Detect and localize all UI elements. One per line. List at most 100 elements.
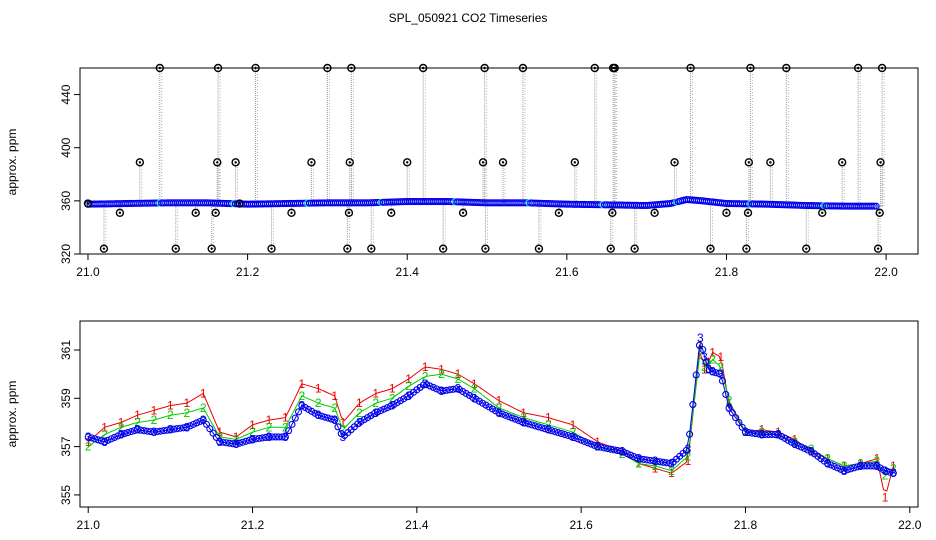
panel1-outlier-point: [876, 158, 885, 167]
panel1-outlier-point-core: [238, 202, 241, 205]
panel2-point: [640, 455, 648, 463]
panel1-outlier-point-core: [747, 161, 751, 164]
panel1-x-tick-label: 21.6: [555, 265, 579, 279]
panel2-point: [219, 438, 227, 446]
panel2-series-marker: 3: [315, 408, 322, 422]
panel1-outlier-point: [606, 244, 615, 253]
panel2-series-marker: 2: [668, 464, 675, 478]
panel1-outlier-point: [722, 208, 731, 218]
panel2-series-marker: 2: [726, 394, 733, 408]
panel2-series-marker: 3: [594, 440, 601, 454]
panel1-outlier-point: [766, 158, 775, 167]
panel1-outlier-point-core: [805, 247, 808, 250]
panel2-series-marker: 1: [216, 425, 223, 439]
panel1-plot-frame: [79, 67, 919, 255]
panel1-outlier-point-core: [461, 211, 465, 215]
panel2-point: [883, 467, 891, 475]
panel2-series-marker: 1: [438, 362, 445, 376]
panel2-point: [193, 419, 201, 427]
panel2-series-marker: 3: [389, 399, 396, 413]
panel1-outlier-point: [191, 208, 200, 218]
panel2-series-marker: 3: [726, 401, 733, 415]
panel2-x-tick-label: 21.8: [734, 518, 758, 532]
panel2-point: [383, 404, 391, 412]
panel2-series-marker: 1: [882, 490, 889, 504]
panel2-series-marker: 1: [775, 425, 782, 439]
panel2-series-marker: 3: [183, 420, 190, 434]
panel2-point: [160, 427, 168, 435]
panel2-point: [232, 440, 240, 448]
panel1-ylabel: approx. ppm: [5, 129, 19, 196]
panel2-series-marker: 2: [759, 425, 766, 439]
panel2-series-marker: 2: [167, 408, 174, 422]
panel2-series-marker: 1: [455, 367, 462, 381]
panel1-outlier-point-core: [609, 247, 612, 250]
panel1-outlier-point-core: [346, 247, 349, 250]
panel2-series-marker: 2: [315, 396, 322, 410]
panel1-outlier-point: [99, 244, 109, 253]
panel2-point: [866, 462, 874, 470]
panel2-point: [373, 408, 381, 416]
panel2-series-line: [87, 356, 894, 475]
panel2-series-marker: 3: [249, 432, 256, 446]
panel1-outlier-point-core: [653, 211, 656, 215]
panel2-point: [534, 423, 542, 431]
panel-raw-timeseries: approx. ppm 21.0 21.2 21.4 21.6 21.8 22.0 320 3…: [5, 63, 919, 279]
panel2-point: [824, 459, 832, 468]
panel2-series-marker: 3: [422, 377, 429, 391]
panel2-series-marker: 3: [890, 466, 897, 480]
panel2-point: [712, 369, 720, 377]
panel2-point: [380, 405, 388, 413]
panel2-point: [663, 459, 671, 467]
panel2-point: [235, 439, 243, 447]
panel1-outlier-point: [211, 208, 220, 218]
panel1-outlier-point-core: [537, 247, 541, 250]
panel2-series-line: [87, 351, 894, 492]
panel2-point: [870, 462, 878, 470]
panel2-series-marker: 3: [438, 384, 445, 398]
panel2-series-marker: 3: [405, 389, 412, 403]
panel2-point: [699, 345, 707, 354]
panel1-outlier-point-core: [270, 247, 273, 250]
panel1-x-tick-label: 21.4: [396, 265, 420, 279]
panel2-point: [525, 420, 533, 428]
panel2-series-marker: 3: [874, 459, 881, 473]
panel2-point: [120, 430, 128, 438]
panel2-point: [594, 443, 602, 451]
panel1-y-tick-label: 440: [59, 84, 73, 104]
panel1-outlier-point: [706, 244, 715, 253]
panel2-point: [732, 414, 740, 422]
panel2-point: [255, 434, 263, 442]
panel2-point: [804, 446, 812, 454]
panel1-outlier-point: [670, 158, 679, 167]
panel2-axes: 21.0 21.2 21.4 21.6 21.8 22.0 355 357 359 361: [59, 320, 922, 532]
panel1-outlier-point: [818, 208, 827, 218]
panel2-series-marker: 3: [701, 350, 708, 364]
panel2-series-marker: 3: [635, 452, 642, 466]
panel1-outlier-point: [115, 208, 125, 218]
panel2-series-marker: 1: [759, 423, 766, 437]
panel2-ylabel: approx. ppm: [5, 381, 19, 448]
panel2-point: [423, 380, 431, 389]
panel2-series-marker: 2: [118, 420, 125, 434]
panel2-series-marker: 3: [705, 362, 712, 376]
panel1-outlier-point: [570, 158, 580, 167]
panel2-point: [843, 466, 851, 474]
panel1-axes: 21.0 21.2 21.4 21.6 21.8 22.0 320 360 400 440: [59, 67, 919, 279]
panel2-series-marker: 1: [570, 418, 577, 432]
panel2-series-marker: 3: [697, 331, 704, 345]
panel1-outlier-point: [742, 244, 751, 253]
panel1-outlier-point-core: [878, 211, 881, 215]
panel1-outlier-point: [837, 158, 847, 167]
panel2-point: [222, 439, 230, 447]
panel2-point: [189, 420, 197, 428]
panel2-series-marker: 2: [233, 432, 240, 446]
panel2-point: [646, 456, 654, 464]
panel2-point: [626, 451, 635, 459]
panel2-series-marker: 1: [594, 435, 601, 449]
panel1-outlier-point: [207, 244, 216, 253]
panel2-point: [613, 446, 621, 455]
panel2-point: [124, 429, 132, 437]
panel2-series-marker: 1: [340, 415, 347, 429]
